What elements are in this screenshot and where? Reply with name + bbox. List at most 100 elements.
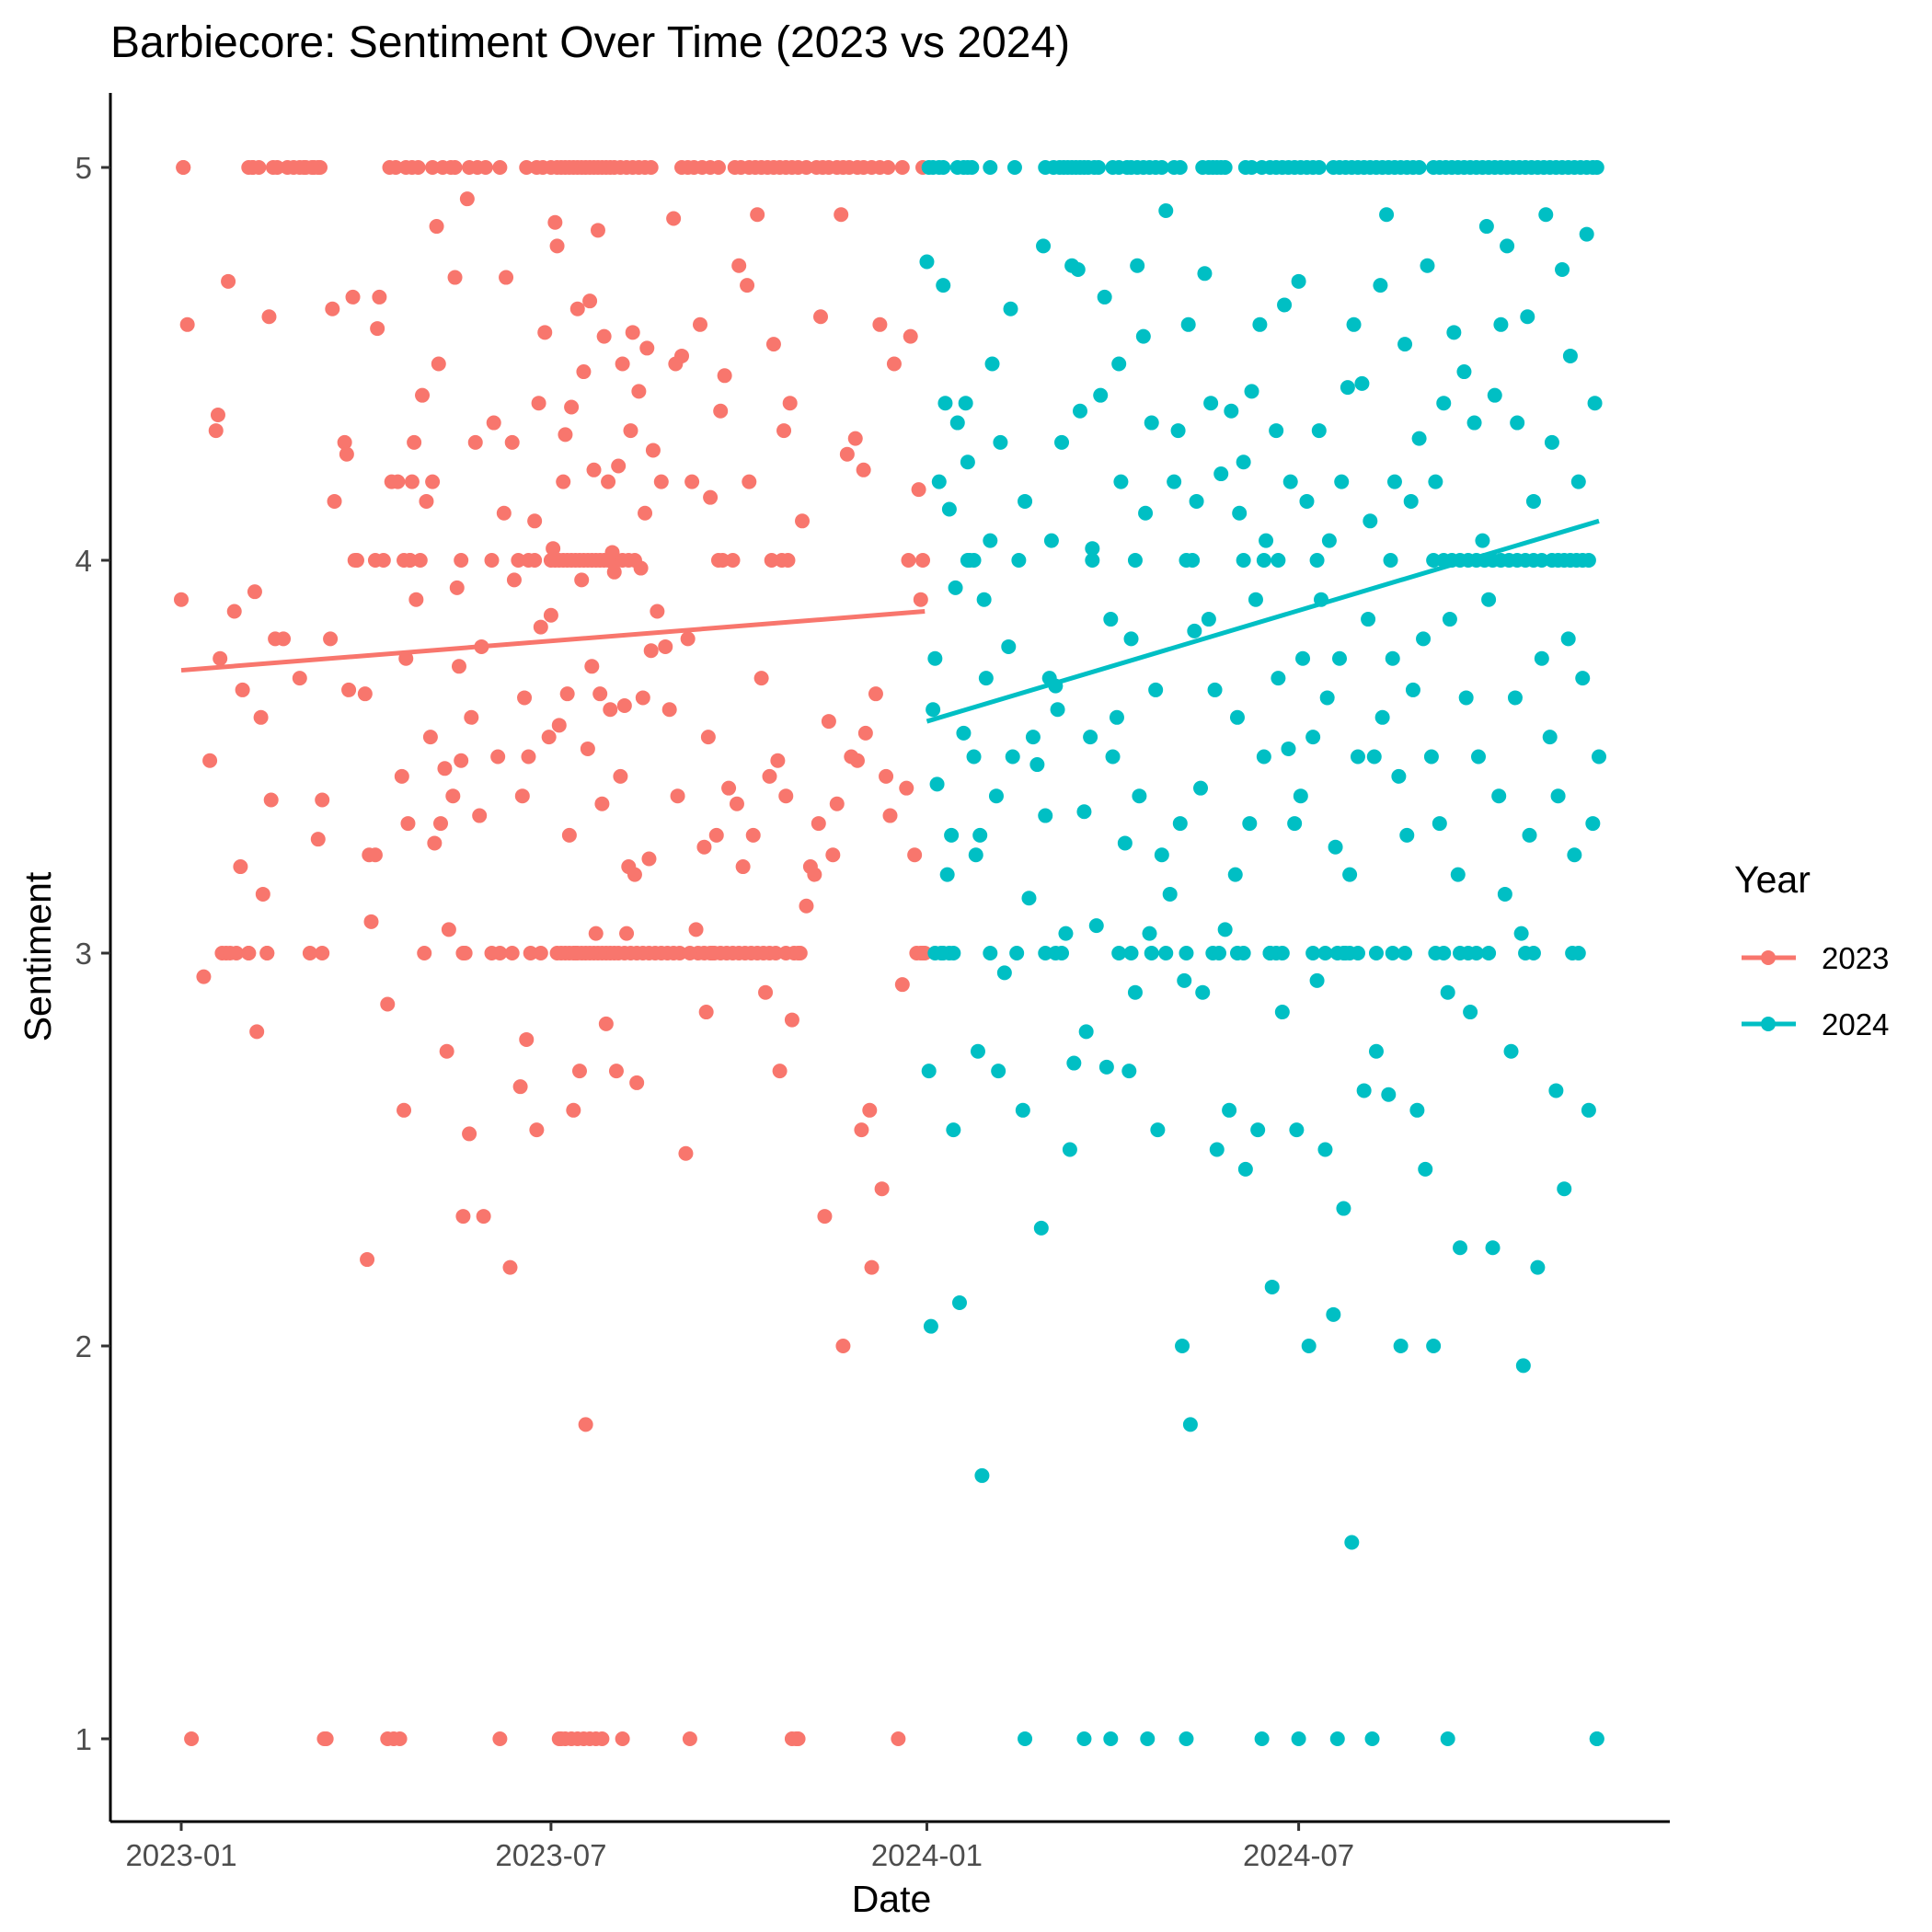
data-point-2024 — [1557, 1181, 1572, 1197]
data-point-2024 — [1259, 533, 1274, 548]
data-point-2023 — [397, 1102, 412, 1118]
data-point-2023 — [594, 796, 610, 811]
data-point-2024 — [1088, 918, 1104, 934]
data-point-2024 — [1440, 1731, 1455, 1746]
data-point-2023 — [590, 223, 605, 238]
data-point-2023 — [492, 160, 508, 175]
data-point-2023 — [592, 686, 608, 702]
data-point-2023 — [514, 788, 530, 804]
data-point-2024 — [1111, 946, 1127, 960]
data-point-2024 — [1381, 1087, 1397, 1102]
data-point-2023 — [717, 368, 732, 384]
data-point-2023 — [674, 348, 690, 363]
data-point-2023 — [464, 709, 479, 725]
data-point-2023 — [174, 592, 189, 607]
data-point-2024 — [1356, 1083, 1372, 1098]
data-point-2024 — [1466, 415, 1482, 431]
data-point-2024 — [1368, 1043, 1384, 1059]
trend-line-2023 — [180, 609, 926, 673]
data-point-2024 — [1271, 671, 1286, 686]
data-point-2023 — [425, 160, 441, 175]
data-point-2024 — [1148, 682, 1164, 697]
data-point-2024 — [1525, 493, 1541, 509]
data-point-2024 — [1428, 474, 1443, 489]
data-point-2023 — [233, 859, 248, 875]
data-point-2023 — [427, 835, 443, 851]
data-point-2024 — [1229, 709, 1245, 725]
data-point-2023 — [422, 730, 438, 745]
data-point-2024 — [1130, 258, 1145, 273]
data-point-2023 — [569, 301, 585, 316]
data-point-2023 — [517, 690, 533, 706]
data-point-2023 — [586, 462, 602, 477]
data-point-2023 — [631, 384, 647, 399]
data-point-2023 — [715, 553, 730, 568]
data-point-2023 — [235, 682, 250, 697]
data-point-2023 — [559, 686, 575, 702]
data-point-2023 — [643, 643, 659, 659]
data-point-2023 — [847, 431, 863, 446]
data-point-2024 — [1589, 1731, 1604, 1746]
x-tick-label: 2023-01 — [125, 1838, 236, 1872]
data-point-2024 — [1179, 1731, 1194, 1746]
data-point-2024 — [1144, 415, 1159, 431]
data-point-2024 — [1277, 297, 1293, 313]
data-point-2024 — [1021, 891, 1037, 906]
data-point-2024 — [1282, 474, 1298, 489]
data-point-2024 — [926, 702, 941, 718]
legend-items: 2023 2024 — [1742, 941, 1889, 1041]
data-point-2024 — [946, 946, 961, 960]
data-point-2024 — [1113, 474, 1129, 489]
data-point-2023 — [345, 289, 361, 305]
data-point-2024 — [1567, 847, 1582, 863]
data-point-2024 — [1426, 1339, 1442, 1353]
data-point-2023 — [241, 946, 257, 960]
data-point-2024 — [1507, 690, 1523, 706]
data-point-2023 — [447, 270, 463, 285]
data-point-2023 — [441, 922, 456, 937]
data-point-2023 — [623, 423, 638, 439]
data-point-2023 — [286, 160, 302, 175]
data-point-2024 — [1436, 396, 1452, 411]
data-point-2024 — [1491, 788, 1507, 804]
data-point-2024 — [1350, 946, 1365, 960]
data-point-2023 — [537, 325, 553, 340]
data-point-2024 — [1211, 946, 1226, 960]
data-point-2024 — [1236, 946, 1251, 960]
data-point-2024 — [1374, 709, 1390, 725]
data-point-2023 — [619, 926, 635, 941]
data-point-2024 — [1097, 289, 1112, 305]
data-point-2024 — [1289, 1122, 1305, 1138]
data-point-2024 — [1363, 513, 1378, 529]
data-point-2023 — [813, 309, 829, 325]
data-point-2023 — [670, 788, 685, 804]
data-point-2023 — [412, 553, 428, 568]
data-point-2024 — [988, 788, 1004, 804]
y-tick-label: 3 — [75, 937, 92, 971]
data-point-2024 — [1158, 202, 1174, 218]
data-point-2023 — [598, 1016, 614, 1031]
data-point-2024 — [1581, 1102, 1596, 1118]
data-point-2024 — [1066, 1055, 1082, 1071]
data-point-2024 — [1250, 1122, 1266, 1138]
data-point-2024 — [1025, 730, 1041, 745]
data-point-2023 — [521, 749, 536, 765]
data-point-2024 — [1326, 1306, 1341, 1322]
data-point-2024 — [1442, 612, 1457, 627]
data-point-2023 — [696, 839, 712, 855]
data-point-2024 — [1309, 553, 1325, 568]
data-point-2024 — [1393, 1339, 1409, 1353]
data-point-2023 — [447, 160, 463, 175]
data-point-2024 — [1550, 788, 1566, 804]
data-point-2024 — [1426, 553, 1442, 568]
data-point-2023 — [400, 816, 416, 832]
data-point-2024 — [1386, 474, 1402, 489]
x-axis-title: Date — [852, 1878, 932, 1920]
data-point-2024 — [1244, 160, 1259, 175]
data-point-2024 — [1522, 827, 1537, 843]
y-tick-label: 2 — [75, 1329, 92, 1363]
data-point-2024 — [1468, 946, 1484, 960]
data-point-2024 — [962, 553, 978, 568]
data-point-2023 — [778, 788, 794, 804]
data-point-2023 — [404, 474, 420, 489]
